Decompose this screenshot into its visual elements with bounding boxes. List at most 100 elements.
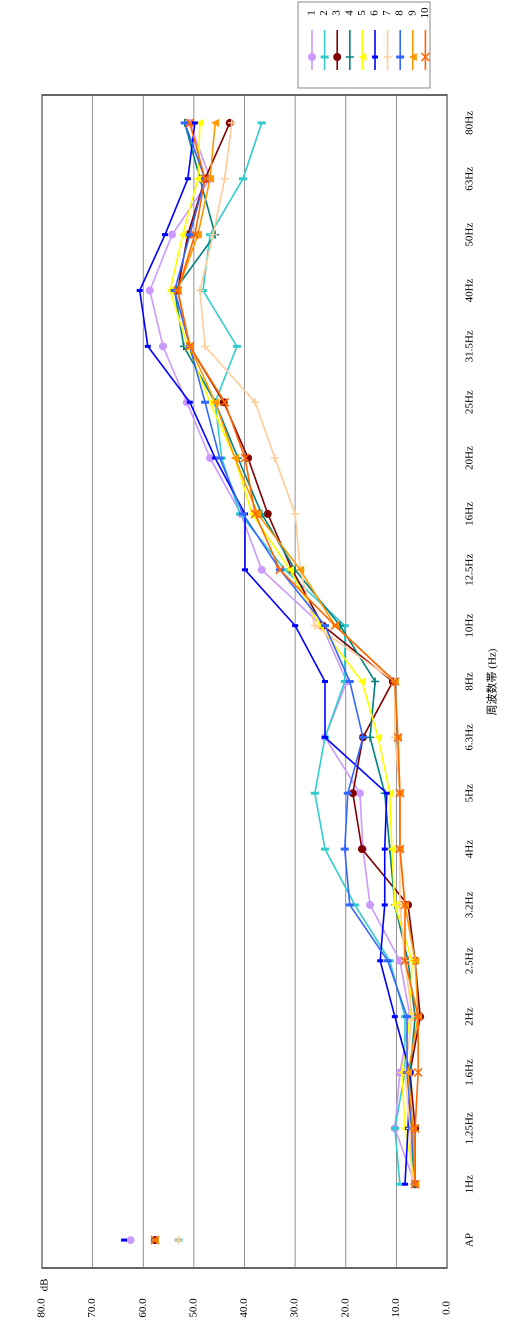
line-segment bbox=[224, 401, 246, 459]
line-segment bbox=[314, 793, 326, 850]
line-segment bbox=[399, 960, 411, 1017]
line-segment bbox=[189, 122, 206, 179]
line-segment bbox=[209, 122, 216, 179]
line-segment bbox=[169, 290, 189, 347]
legend-marker bbox=[383, 53, 392, 61]
line-segment bbox=[362, 848, 371, 906]
line-segment bbox=[394, 904, 413, 962]
line-segment bbox=[197, 178, 211, 235]
line-segment bbox=[147, 345, 191, 403]
marker bbox=[292, 624, 299, 628]
line-segment bbox=[289, 569, 321, 627]
marker bbox=[395, 788, 405, 798]
line-segment bbox=[173, 234, 191, 291]
x-tick-label: 4Hz bbox=[464, 840, 476, 858]
line-segment bbox=[189, 346, 216, 403]
marker bbox=[401, 1182, 408, 1186]
legend-label: 4 bbox=[343, 10, 355, 16]
marker bbox=[195, 118, 204, 127]
marker bbox=[400, 900, 410, 910]
line-segment bbox=[394, 681, 399, 738]
line-segment bbox=[394, 1128, 401, 1185]
marker bbox=[366, 733, 375, 742]
marker bbox=[400, 956, 410, 966]
marker bbox=[220, 397, 230, 407]
marker bbox=[387, 845, 396, 854]
line-segment bbox=[212, 178, 226, 235]
line-segment bbox=[181, 178, 199, 235]
marker bbox=[321, 735, 328, 739]
marker bbox=[275, 565, 285, 575]
line-segment bbox=[138, 290, 149, 347]
line-segment bbox=[349, 904, 389, 962]
line-segment bbox=[361, 681, 379, 738]
marker bbox=[200, 174, 210, 184]
line-segment bbox=[189, 401, 216, 459]
marker bbox=[193, 230, 202, 239]
line-segment bbox=[324, 848, 356, 906]
marker bbox=[121, 1238, 128, 1242]
x-tick-label: 2.5Hz bbox=[464, 947, 476, 974]
line-segment bbox=[254, 401, 276, 459]
marker bbox=[270, 454, 279, 463]
marker bbox=[162, 233, 169, 237]
marker bbox=[253, 509, 262, 518]
line-segment bbox=[149, 234, 173, 291]
y-tick-label: 0.0 bbox=[441, 1301, 453, 1315]
line-segment bbox=[189, 346, 206, 403]
line-segment bbox=[279, 569, 336, 627]
line-segment bbox=[404, 1072, 411, 1129]
x-tick-label: 8Hz bbox=[464, 672, 476, 690]
marker bbox=[381, 847, 388, 851]
line-segment bbox=[149, 290, 164, 347]
line-segment bbox=[209, 457, 242, 515]
line-segment bbox=[349, 681, 364, 738]
marker bbox=[211, 118, 220, 127]
line-segment bbox=[404, 1128, 409, 1185]
x-tick-label: 80Hz bbox=[464, 111, 476, 135]
line-segment bbox=[247, 457, 269, 515]
line-segment bbox=[214, 401, 236, 459]
rotated-chart: dB 周波数帯 (Hz) 0.0 10.0 20.0 30.0 40.0 50.0 60.0… bbox=[36, 1, 499, 1318]
line-segment bbox=[184, 122, 206, 180]
line-segment bbox=[242, 513, 281, 571]
marker bbox=[242, 568, 249, 572]
marker bbox=[286, 565, 295, 574]
legend-label: 7 bbox=[381, 10, 393, 16]
marker bbox=[315, 621, 324, 630]
line-segment bbox=[369, 904, 401, 962]
line-segment bbox=[414, 1072, 419, 1129]
line-segment bbox=[391, 849, 396, 905]
marker bbox=[240, 453, 250, 463]
x-tick-label: 25Hz bbox=[464, 390, 476, 414]
marker bbox=[185, 118, 195, 128]
marker bbox=[166, 286, 175, 295]
marker bbox=[190, 230, 200, 240]
line-segment bbox=[394, 1072, 406, 1129]
line-segment bbox=[406, 1072, 413, 1129]
line-segment bbox=[294, 513, 301, 570]
marker bbox=[186, 400, 193, 404]
marker bbox=[150, 1235, 160, 1245]
marker bbox=[250, 509, 260, 519]
marker bbox=[211, 398, 220, 407]
x-tick-label: 5Hz bbox=[464, 784, 476, 802]
line-segment bbox=[394, 1072, 401, 1129]
marker bbox=[377, 959, 384, 963]
line-segment bbox=[369, 681, 376, 738]
line-segment bbox=[401, 1072, 406, 1129]
line-segment bbox=[204, 122, 231, 180]
line-segment bbox=[176, 234, 196, 291]
marker bbox=[227, 118, 236, 127]
legend-label: 9 bbox=[406, 10, 418, 16]
marker bbox=[391, 1015, 398, 1019]
marker bbox=[381, 903, 388, 907]
marker bbox=[413, 1067, 423, 1078]
marker bbox=[385, 789, 394, 798]
line-segment bbox=[267, 513, 293, 571]
marker bbox=[395, 956, 404, 965]
x-tick-label: 6.3Hz bbox=[464, 724, 476, 751]
marker bbox=[184, 177, 191, 181]
x-tick-label: 50Hz bbox=[464, 223, 476, 247]
